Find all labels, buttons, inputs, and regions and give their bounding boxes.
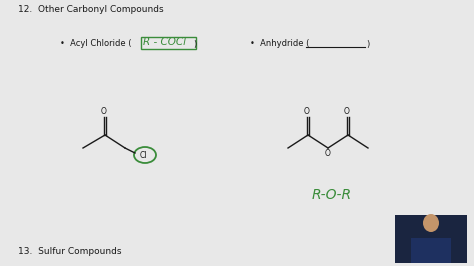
Ellipse shape — [423, 214, 439, 232]
Text: O: O — [101, 107, 107, 117]
Bar — [411, 238, 451, 263]
Text: Cl: Cl — [140, 152, 147, 160]
Text: O: O — [304, 107, 310, 117]
Text: R-O-R: R-O-R — [312, 188, 352, 202]
Bar — [395, 215, 467, 263]
Text: O: O — [325, 148, 331, 157]
Text: R - COCl: R - COCl — [143, 37, 186, 47]
Text: •  Anhydride (: • Anhydride ( — [250, 39, 310, 48]
Text: •  Acyl Chloride (: • Acyl Chloride ( — [60, 39, 131, 48]
Text: 12.  Other Carbonyl Compounds: 12. Other Carbonyl Compounds — [18, 5, 164, 14]
Text: O: O — [344, 107, 350, 117]
Bar — [141, 37, 196, 49]
Text: ): ) — [193, 39, 196, 48]
Text: 13.  Sulfur Compounds: 13. Sulfur Compounds — [18, 247, 121, 256]
Text: ): ) — [366, 39, 369, 48]
